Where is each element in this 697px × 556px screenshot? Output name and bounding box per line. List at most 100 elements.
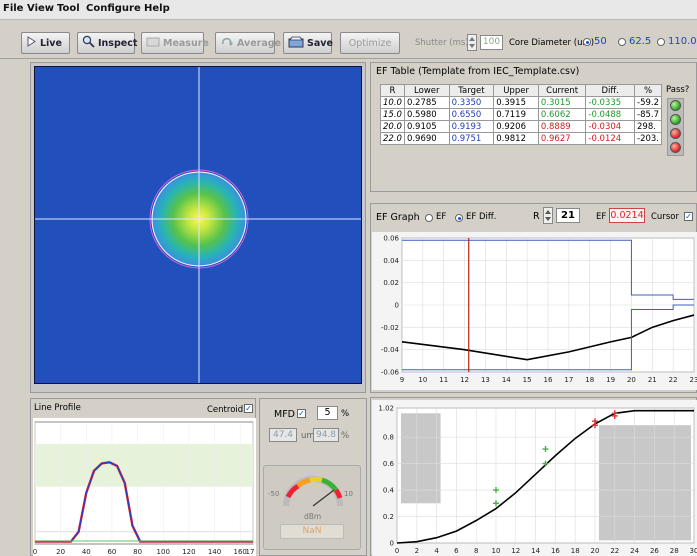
ef-value-label: EF (596, 212, 607, 222)
shutter-input[interactable]: 100 (480, 35, 503, 50)
col-header-diff: Diff. (585, 84, 635, 97)
play-icon (26, 36, 37, 50)
centroid-label: Centroid (207, 405, 244, 415)
refresh-icon (220, 36, 234, 51)
average-label: Average (237, 37, 281, 49)
cell-current: 0.3015 (537, 96, 587, 109)
x-tick-label: 10 (492, 547, 501, 555)
shutter-spinner[interactable] (467, 34, 477, 51)
x-tick-label: 16 (544, 376, 553, 384)
y-tick-label: 1.02 (378, 405, 394, 413)
core-radio-62-5[interactable] (618, 38, 626, 46)
col-header-pct: % (634, 84, 662, 97)
x-tick-label: 8 (474, 547, 478, 555)
cell-pct: -59.2 (634, 96, 662, 109)
menu-help[interactable]: Help (144, 3, 170, 14)
cursor-checkbox[interactable]: ✓ (684, 212, 693, 221)
mfd-input[interactable]: 5 (317, 406, 338, 420)
mask-region (400, 413, 441, 504)
pass-led-green (670, 100, 681, 111)
table-row[interactable]: 10.0 0.2785 0.3350 0.3915 0.3015 -0.0335… (380, 96, 662, 109)
x-tick-label: 17 (564, 376, 573, 384)
core-diameter-label: Core Diameter (um) (509, 38, 595, 48)
cell-r: 15.0 (380, 108, 405, 121)
toolbar: Live Inspect Measure Average Save Optimi… (0, 21, 697, 59)
menu-configure[interactable]: Configure (86, 3, 141, 14)
meter-min-label: -50 (268, 490, 280, 498)
cell-upper: 0.7119 (493, 108, 539, 121)
x-tick-label: 14 (531, 547, 540, 555)
target-marker-red (611, 410, 618, 417)
x-tick-label: 18 (585, 376, 594, 384)
cell-target: 0.3350 (448, 96, 495, 109)
target-marker-green (542, 460, 549, 467)
ef-radio[interactable] (425, 214, 433, 222)
y-tick-label: 0.8 (383, 434, 394, 442)
cell-current: 0.8889 (537, 120, 587, 133)
menu-tool[interactable]: Tool (57, 3, 80, 14)
menu-view[interactable]: View (27, 3, 55, 14)
x-tick-label: 15 (523, 376, 532, 384)
core-radio-50[interactable] (583, 38, 591, 46)
mfd-pct-readout: 94.8 (313, 428, 339, 442)
cell-target: 0.9193 (448, 120, 495, 133)
y-tick-label: 0.6 (383, 460, 395, 468)
ef-table-header-row: R Lower Target Upper Current Diff. % (380, 84, 662, 97)
y-tick-label: 0.2 (383, 513, 394, 521)
cell-r: 20.0 (380, 120, 405, 133)
measure-button[interactable]: Measure (141, 32, 209, 54)
inspect-label: Inspect (98, 37, 138, 49)
power-meter: -50 10 dBm NaN (263, 465, 361, 550)
x-tick-label: 9 (400, 376, 404, 384)
y-tick-label: 0.02 (383, 279, 399, 287)
col-header-target: Target (448, 84, 495, 97)
r-input[interactable]: 21 (556, 208, 580, 223)
cell-target: 0.9751 (448, 132, 495, 145)
measure-icon (146, 36, 160, 51)
mfd-checkbox[interactable]: ✓ (297, 409, 306, 418)
x-tick-label: 28 (670, 547, 679, 555)
live-label: Live (40, 37, 62, 49)
ef-diff-plot-area: 9 10 11 12 13 14 15 16 17 18 19 20 21 22 23 0.06 0.04 0.0… (372, 232, 697, 390)
save-button[interactable]: Save (283, 32, 333, 54)
reference-band (35, 443, 253, 487)
centroid-checkbox[interactable]: ✓ (244, 404, 253, 413)
x-tick-label: 26 (650, 547, 659, 555)
x-tick-label: 21 (648, 376, 657, 384)
x-tick-label: 14 (502, 376, 511, 384)
ef-diff-radio[interactable] (455, 214, 463, 222)
table-row[interactable]: 15.0 0.5980 0.6550 0.7119 0.6062 -0.0488… (380, 108, 662, 121)
table-row[interactable]: 22.0 0.9690 0.9751 0.9812 0.9627 -0.0124… (380, 132, 662, 145)
inspect-button[interactable]: Inspect (77, 32, 138, 54)
optimize-button[interactable]: Optimize (340, 32, 400, 54)
average-button[interactable]: Average (215, 32, 281, 54)
core-radio-110[interactable] (657, 38, 665, 46)
shutter-label: Shutter (ms) (415, 38, 469, 48)
cell-lower: 0.9690 (403, 132, 450, 145)
ef-graph-title: EF Graph (376, 212, 420, 223)
x-tick-label: 22 (610, 547, 619, 555)
cell-diff: -0.0304 (585, 120, 635, 133)
cursor-label: Cursor (651, 212, 679, 222)
col-header-upper: Upper (493, 84, 539, 97)
col-header-r: R (380, 84, 405, 97)
x-tick-label: 100 (157, 548, 170, 556)
y-tick-label: 0.06 (383, 235, 399, 243)
save-label: Save (307, 37, 333, 49)
ef-option-label: EF (436, 212, 447, 222)
r-spinner[interactable] (543, 207, 553, 224)
cell-pct: 298. (634, 120, 662, 133)
x-tick-label: 18 (571, 547, 580, 555)
target-marker-green (493, 500, 499, 507)
x-tick-label: 80 (133, 548, 142, 556)
live-button[interactable]: Live (21, 32, 70, 54)
target-marker-green (542, 446, 549, 453)
menu-bar: File View Tool Configure Help (0, 0, 697, 20)
near-field-image[interactable] (34, 66, 362, 384)
r-label: R (533, 211, 540, 222)
ef-curve-plot-area: 0 2 4 6 8 10 12 14 16 18 20 22 24 26 28 30 1.02 0.8 0.6 0.4… (372, 400, 697, 556)
y-tick-label: -0.06 (381, 369, 400, 377)
table-row[interactable]: 20.0 0.9105 0.9193 0.9206 0.8889 -0.0304… (380, 120, 662, 133)
menu-file[interactable]: File (3, 3, 24, 14)
